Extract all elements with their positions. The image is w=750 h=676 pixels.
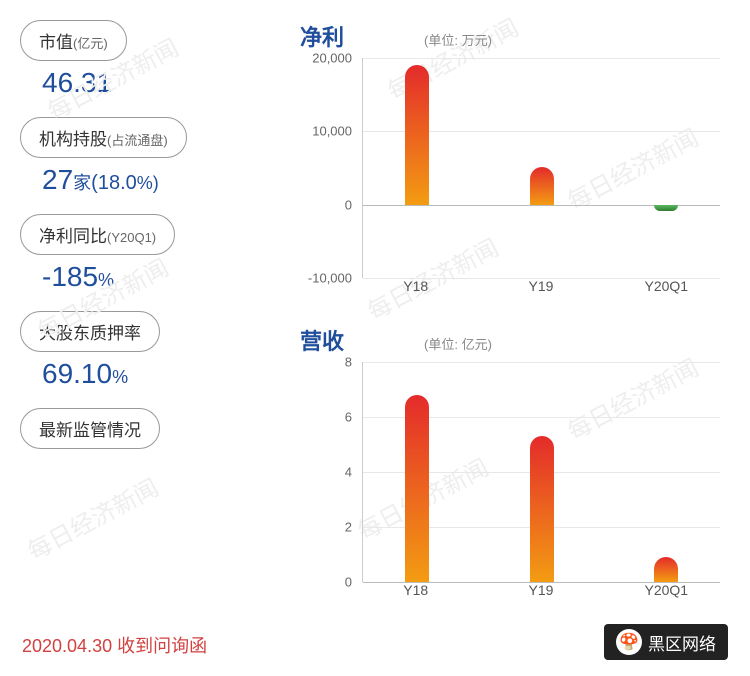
metric-sub: (亿元) [73,36,108,51]
value-number: 69.10 [42,358,112,389]
metric-label: 最新监管情况 [39,421,141,440]
chart-header: 净利 (单位: 万元) [300,20,730,52]
x-tick-label: Y20Q1 [645,278,689,294]
y-tick-label: 0 [345,197,352,212]
value-prefix-unit: 家 [73,173,91,193]
chart-title: 营收 [300,324,344,356]
x-tick-label: Y18 [403,278,428,294]
y-tick-label: 10,000 [312,124,352,139]
metric-inst-holding: 机构持股(占流通盘) 27家(18.0%) [20,117,270,196]
y-tick-label: 8 [345,355,352,370]
plot-area [362,58,720,278]
y-axis: -10,000010,00020,000 [300,58,358,278]
metric-sub: (Y20Q1) [107,230,156,245]
metric-regulatory: 最新监管情况 [20,408,270,449]
badge-text: 黑区网络 [648,630,716,655]
footer-regulatory-note: 2020.04.30 收到问询函 [22,632,207,658]
chart-unit: (单位: 万元) [424,30,492,49]
chart-bar [654,205,678,211]
y-tick-label: 6 [345,410,352,425]
revenue-chart: 营收 (单位: 亿元) 0 2 4 6 8 Y18 Y19 Y20Q1 [300,324,730,602]
right-charts-column: 净利 (单位: 万元) -10,000010,00020,000 Y18Y19Y… [270,20,730,666]
value-paren-unit: %) [137,173,159,193]
plot-area [362,362,720,582]
metric-label: 大股东质押率 [39,324,141,343]
gridline [363,58,720,59]
gridline [363,362,720,363]
y-tick-label: 2 [345,520,352,535]
chart-bar [530,436,554,582]
value-unit: % [98,270,114,290]
metric-pill: 机构持股(占流通盘) [20,117,187,158]
mushroom-icon: 🍄 [616,629,642,655]
value-number: -185 [42,261,98,292]
value-paren: (18.0 [91,172,137,194]
y-tick-label: 4 [345,465,352,480]
x-tick-label: Y19 [529,582,554,598]
chart-bar [405,65,429,204]
main-container: 市值(亿元) 46.31 机构持股(占流通盘) 27家(18.0%) 净利同比(… [0,0,750,676]
source-badge: 🍄 黑区网络 [604,624,728,660]
metric-pill: 市值(亿元) [20,20,127,61]
metric-pill: 净利同比(Y20Q1) [20,214,175,255]
metric-value: 46.31 [20,67,270,99]
metric-value: -185% [20,261,270,293]
chart-area: -10,000010,00020,000 Y18Y19Y20Q1 [300,58,730,298]
metric-sub: (占流通盘) [107,133,168,148]
chart-header: 营收 (单位: 亿元) [300,324,730,356]
metric-value: 69.10% [20,358,270,390]
y-tick-label: -10,000 [308,271,352,286]
metric-pill: 最新监管情况 [20,408,160,449]
chart-title: 净利 [300,20,344,52]
x-tick-label: Y18 [403,582,428,598]
metric-label: 净利同比 [39,227,107,246]
x-tick-label: Y19 [529,278,554,294]
x-axis-labels: Y18 Y19 Y20Q1 [362,582,720,602]
metric-label: 机构持股 [39,130,107,149]
chart-area: 02468 Y18Y19Y20Q1 [300,362,730,602]
metric-pill: 大股东质押率 [20,311,160,352]
metric-value: 27家(18.0%) [20,164,270,196]
chart-bar [405,395,429,582]
x-tick-label: Y20Q1 [645,582,689,598]
metric-profit-yoy: 净利同比(Y20Q1) -185% [20,214,270,293]
y-axis: 02468 [300,362,358,582]
chart-bar [530,167,554,205]
y-tick-label: 20,000 [312,51,352,66]
value-unit: % [112,367,128,387]
value-prefix: 27 [42,164,73,195]
chart-bar [654,557,678,582]
chart-unit: (单位: 亿元) [424,334,492,353]
left-metrics-column: 市值(亿元) 46.31 机构持股(占流通盘) 27家(18.0%) 净利同比(… [20,20,270,666]
metric-label: 市值 [39,33,73,52]
profit-chart: 净利 (单位: 万元) -10,000010,00020,000 Y18Y19Y… [300,20,730,298]
x-axis-labels: Y18 Y19 Y20Q1 [362,278,720,298]
metric-pledge-rate: 大股东质押率 69.10% [20,311,270,390]
y-tick-label: 0 [345,575,352,590]
metric-market-cap: 市值(亿元) 46.31 [20,20,270,99]
